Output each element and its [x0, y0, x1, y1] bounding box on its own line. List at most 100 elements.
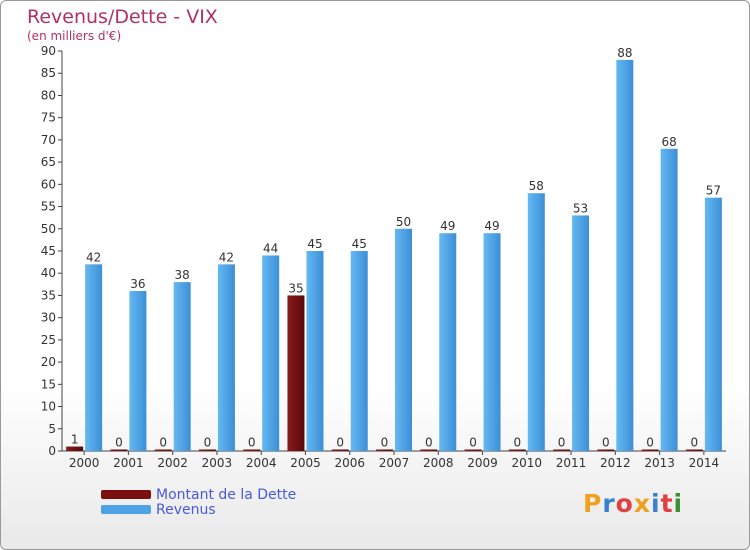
data-label-revenus: 49 [440, 219, 455, 233]
y-tick-label: 40 [41, 266, 56, 280]
y-tick-label: 60 [41, 177, 56, 191]
data-label-dette: 0 [204, 436, 212, 450]
y-tick-label: 70 [41, 133, 56, 147]
y-tick-label: 20 [41, 355, 56, 369]
data-label-revenus: 42 [219, 250, 234, 264]
legend-label-revenus: Revenus [156, 501, 216, 518]
y-tick-label: 25 [41, 333, 56, 347]
data-label-revenus: 36 [130, 277, 145, 291]
bar-dette [331, 449, 349, 451]
y-tick-label: 90 [41, 44, 56, 58]
data-label-revenus: 38 [175, 268, 190, 282]
data-label-dette: 0 [336, 436, 344, 450]
data-label-dette: 0 [691, 436, 699, 450]
data-label-revenus: 57 [706, 184, 721, 198]
data-label-dette: 0 [159, 436, 167, 450]
logo-letter: i [651, 489, 661, 518]
data-label-dette: 0 [381, 436, 389, 450]
x-tick-label: 2005 [290, 456, 321, 470]
data-label-dette: 0 [469, 436, 477, 450]
legend: Montant de la Dette Revenus [101, 486, 297, 518]
bar-dette [154, 449, 172, 451]
bar-revenus [439, 233, 457, 451]
data-label-dette: 0 [248, 436, 256, 450]
bar-revenus [217, 264, 235, 451]
x-tick-label: 2000 [69, 456, 100, 470]
bar-revenus [616, 59, 634, 452]
bar-revenus [85, 264, 103, 451]
bar-revenus [173, 282, 191, 451]
logo-letter: t [660, 489, 674, 518]
y-tick-label: 75 [41, 111, 56, 125]
y-tick-label: 65 [41, 155, 56, 169]
bar-dette [641, 449, 659, 451]
data-label-dette: 0 [513, 436, 521, 450]
data-label-dette: 0 [115, 436, 123, 450]
y-tick-label: 30 [41, 311, 56, 325]
bar-dette [464, 449, 482, 451]
bar-dette [376, 449, 393, 451]
data-label-dette: 0 [646, 436, 654, 450]
data-label-revenus: 53 [573, 201, 588, 215]
bar-dette [198, 449, 216, 451]
x-tick-label: 2004 [246, 456, 277, 470]
data-label-dette: 0 [602, 436, 610, 450]
data-label-revenus: 45 [307, 237, 322, 251]
legend-swatch-dette [101, 490, 151, 499]
x-tick-label: 2011 [556, 456, 587, 470]
bar-revenus [527, 193, 545, 451]
legend-item-dette: Montant de la Dette [101, 486, 297, 503]
x-tick-label: 2001 [113, 456, 144, 470]
logo-letter: r [602, 489, 616, 518]
y-tick-label: 10 [41, 400, 56, 414]
y-tick-label: 15 [41, 377, 56, 391]
logo-letter: i [673, 489, 684, 518]
bar-revenus [572, 215, 590, 451]
data-label-dette: 0 [425, 436, 433, 450]
y-tick-label: 45 [41, 244, 56, 258]
data-label-revenus: 50 [396, 215, 411, 229]
logo-letter: o [615, 489, 634, 518]
x-tick-label: 2002 [157, 456, 188, 470]
legend-label-dette: Montant de la Dette [156, 486, 297, 503]
data-label-dette: 0 [558, 436, 566, 450]
x-tick-label: 2010 [512, 456, 543, 470]
data-label-revenus: 44 [263, 241, 278, 255]
bar-dette [508, 449, 526, 451]
x-tick-label: 2013 [644, 456, 675, 470]
y-tick-label: 80 [41, 88, 56, 102]
bar-dette [597, 449, 615, 451]
data-label-dette: 1 [71, 433, 79, 447]
y-tick-label: 50 [41, 222, 56, 236]
chart-axes: 0510152025303540455055606570758085902000… [41, 44, 726, 470]
proxiti-logo: Proxiti [583, 489, 683, 518]
y-tick-label: 55 [41, 200, 56, 214]
legend-item-revenus: Revenus [101, 501, 296, 518]
bar-dette [110, 449, 128, 451]
chart-subtitle: (en milliers d'€) [27, 29, 122, 43]
bar-dette [553, 449, 571, 451]
bar-dette [685, 449, 703, 451]
x-tick-label: 2014 [689, 456, 720, 470]
data-label-revenus: 45 [352, 237, 367, 251]
bar-revenus [660, 148, 678, 451]
bar-revenus [483, 233, 501, 451]
data-label-revenus: 88 [617, 46, 632, 60]
x-tick-label: 2003 [202, 456, 233, 470]
x-tick-label: 2012 [600, 456, 631, 470]
bar-revenus [262, 255, 280, 451]
x-tick-label: 2007 [379, 456, 410, 470]
chart-data-labels: 1 42 0 36 0 38 0 42 0 44 35 45 0 45 0 50 0 49 0 49 0 58 0 53 0 88… [71, 46, 721, 450]
x-tick-label: 2008 [423, 456, 454, 470]
data-label-dette: 35 [288, 281, 303, 295]
y-tick-label: 85 [41, 66, 56, 80]
legend-swatch-revenus [101, 505, 151, 514]
x-tick-label: 2009 [467, 456, 498, 470]
bar-revenus [395, 228, 412, 451]
data-label-revenus: 42 [86, 250, 101, 264]
y-tick-label: 0 [48, 444, 56, 458]
data-label-revenus: 68 [661, 135, 676, 149]
bar-revenus [129, 291, 147, 451]
bar-dette [287, 295, 305, 451]
